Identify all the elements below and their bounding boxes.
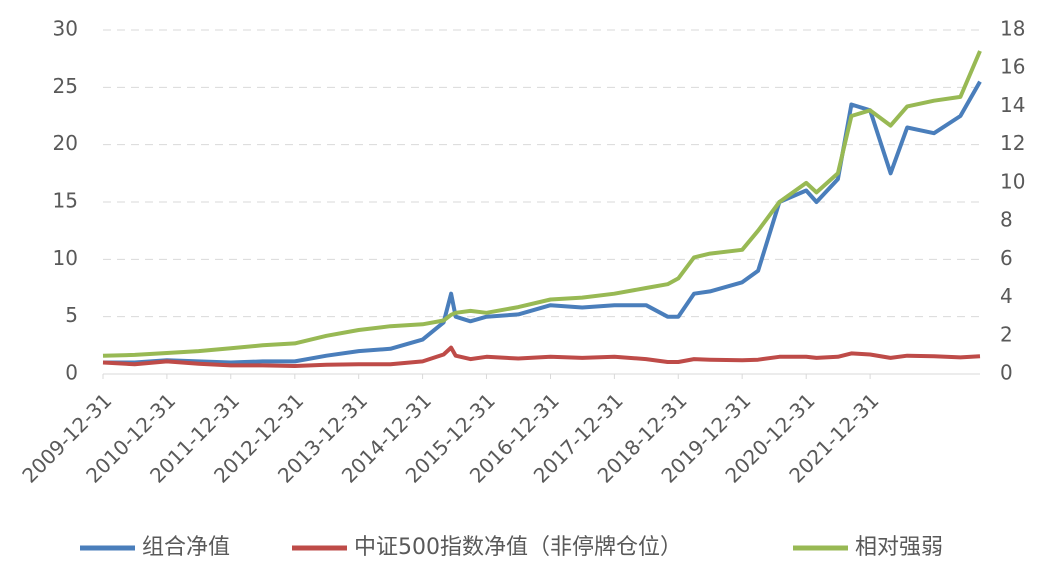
y2-tick-label: 4 [1000, 284, 1013, 308]
y2-tick-label: 8 [1000, 208, 1013, 232]
y2-tick-label: 16 [1000, 55, 1025, 79]
series-line [102, 50, 982, 358]
y-tick-label: 0 [65, 361, 78, 385]
y-tick-label: 5 [65, 303, 78, 327]
y2-tick-label: 10 [1000, 169, 1025, 193]
y2-tick-label: 2 [1000, 322, 1013, 346]
legend-label: 组合净值 [142, 535, 230, 560]
series-line [102, 345, 981, 368]
legend-label: 中证500指数净值（非停牌仓位） [354, 535, 682, 560]
y2-tick-label: 0 [1000, 361, 1013, 385]
y-tick-label: 10 [53, 246, 78, 270]
legend-label: 相对强弱 [855, 535, 943, 560]
y2-tick-label: 6 [1000, 246, 1013, 270]
y2-tick-label: 14 [1000, 93, 1025, 117]
y-tick-label: 25 [53, 74, 78, 98]
y-tick-label: 15 [53, 189, 78, 213]
y2-tick-label: 18 [1000, 17, 1025, 41]
y2-tick-label: 12 [1000, 131, 1025, 155]
y-tick-label: 20 [53, 131, 78, 155]
y-tick-label: 30 [53, 17, 78, 41]
